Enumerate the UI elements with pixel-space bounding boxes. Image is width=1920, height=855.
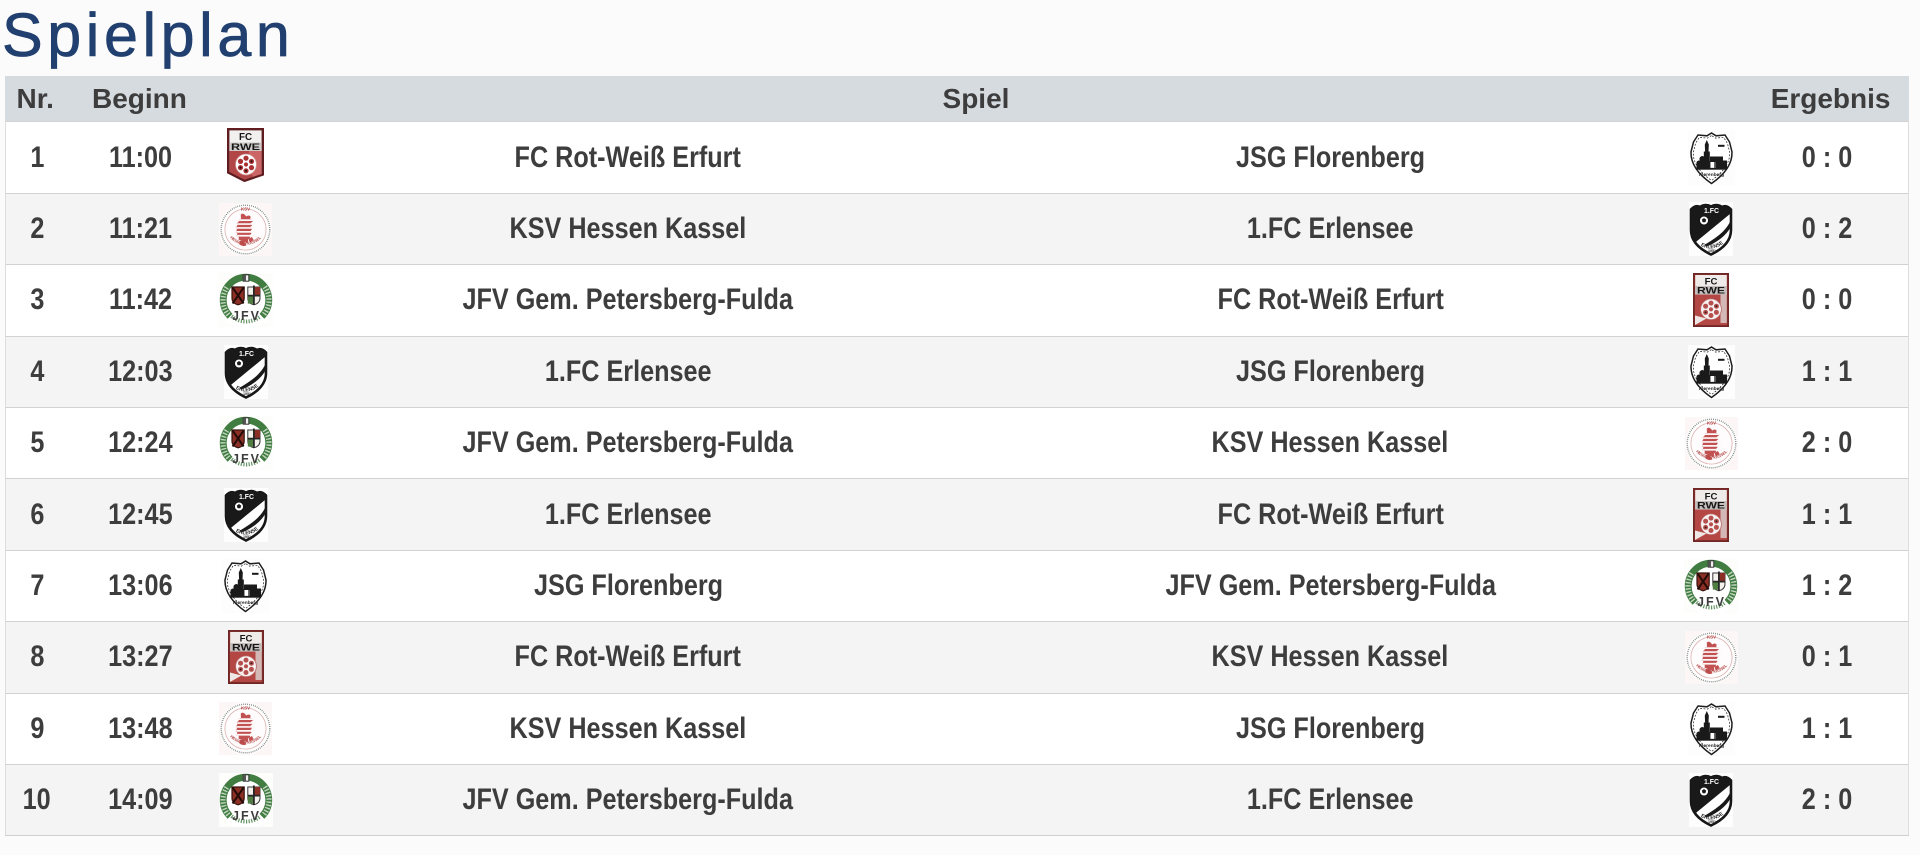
- svg-text:KSV: KSV: [1707, 634, 1716, 639]
- svg-text:Florenberg: Florenberg: [1699, 386, 1724, 392]
- svg-text:RWE: RWE: [231, 141, 260, 152]
- svg-text:Florenberg: Florenberg: [1699, 172, 1724, 178]
- svg-text:RWE: RWE: [1697, 500, 1725, 510]
- svg-text:KSV: KSV: [1707, 420, 1716, 425]
- svg-text:JFV: JFV: [232, 452, 261, 466]
- svg-text:Florenberg: Florenberg: [1699, 743, 1724, 749]
- svg-text:Florenberg: Florenberg: [233, 600, 258, 606]
- svg-text:1.FC: 1.FC: [239, 493, 254, 500]
- svg-text:1951: 1951: [1708, 249, 1716, 253]
- svg-text:1951: 1951: [1708, 820, 1716, 824]
- svg-text:JFV: JFV: [232, 809, 261, 823]
- svg-text:FC: FC: [239, 634, 252, 645]
- svg-text:KSV: KSV: [241, 706, 250, 711]
- svg-text:1.FC: 1.FC: [1704, 779, 1719, 786]
- svg-text:JFV: JFV: [232, 309, 261, 323]
- svg-text:1951: 1951: [243, 392, 251, 396]
- svg-text:JFV: JFV: [1697, 595, 1726, 609]
- svg-text:FC: FC: [239, 132, 252, 143]
- svg-text:FC: FC: [1705, 491, 1718, 502]
- svg-text:RWE: RWE: [232, 643, 260, 653]
- svg-text:RWE: RWE: [1697, 286, 1725, 296]
- svg-text:1951: 1951: [243, 535, 251, 539]
- svg-text:1.FC: 1.FC: [239, 351, 254, 358]
- svg-text:FC: FC: [1705, 277, 1718, 288]
- svg-text:1.FC: 1.FC: [1704, 208, 1719, 215]
- svg-text:KSV: KSV: [241, 206, 250, 211]
